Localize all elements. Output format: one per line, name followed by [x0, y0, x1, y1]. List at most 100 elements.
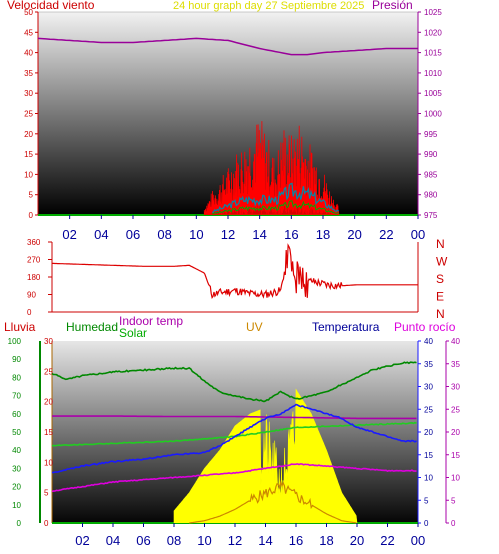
pressure-y-tick: 990 — [424, 150, 438, 159]
temp-x-tick: 10 — [197, 533, 211, 548]
solar-label: Solar — [119, 326, 147, 340]
indoor-temp-label: Indoor temp — [119, 314, 183, 328]
dew-y-tick: 0 — [451, 519, 456, 528]
dew-point-label: Punto rocío — [394, 320, 456, 334]
dew-y-tick: 25 — [451, 405, 460, 414]
temp-x-tick: 14 — [258, 533, 272, 548]
pressure-y-tick: 1010 — [424, 69, 442, 78]
wind-x-tick: 12 — [221, 227, 235, 242]
dew-y-tick: 15 — [451, 451, 460, 460]
wind-y-tick: 20 — [24, 130, 33, 139]
temp-x-tick: 20 — [350, 533, 364, 548]
temp-x-tick: 04 — [106, 533, 120, 548]
wind-y-tick: 40 — [24, 49, 33, 58]
direction-compass-letter: W — [436, 255, 448, 269]
temperature-label: Temperatura — [312, 320, 380, 334]
temp-x-tick: 06 — [136, 533, 150, 548]
temp-humidity-panel: Lluvia Humedad Indoor temp Solar UV Temp… — [4, 314, 460, 548]
solar-y-tick: 30 — [44, 337, 53, 346]
wind-average-series — [212, 182, 340, 213]
direction-compass-letter: N — [436, 237, 445, 251]
uv-series — [189, 479, 357, 524]
wind-y-tick: 25 — [24, 110, 33, 119]
rain-y-tick: 30 — [12, 464, 21, 473]
dew-y-tick: 20 — [451, 428, 460, 437]
rain-y-tick: 50 — [12, 428, 21, 437]
solar-y-tick: 20 — [44, 398, 53, 407]
indoor-temp-series — [52, 415, 417, 420]
temp-y-tick: 15 — [424, 451, 433, 460]
direction-y-tick: 0 — [27, 308, 32, 317]
temp-y-tick: 40 — [424, 337, 433, 346]
wind-x-tick: 10 — [189, 227, 203, 242]
chart-title: 24 hour graph day 27 Septiembre 2025 — [173, 0, 364, 12]
solar-y-tick: 25 — [44, 367, 53, 376]
rain-y-tick: 0 — [17, 519, 22, 528]
wind-y-tick: 10 — [24, 170, 33, 179]
pressure-axis-label: Presión — [372, 0, 413, 12]
wind-low-series — [212, 200, 339, 215]
rain-y-tick: 80 — [12, 373, 21, 382]
humidity-axis-label: Humedad — [66, 320, 118, 334]
rain-y-tick: 70 — [12, 392, 21, 401]
temp-x-tick: 16 — [289, 533, 303, 548]
uv-label: UV — [246, 320, 263, 334]
direction-y-tick: 90 — [27, 291, 36, 300]
solar-y-tick: 5 — [44, 489, 49, 498]
temp-x-tick: 08 — [167, 533, 181, 548]
dew-y-tick: 5 — [451, 496, 456, 505]
wind-pressure-panel: Velocidad viento 24 hour graph day 27 Se… — [7, 0, 442, 242]
pressure-y-tick: 975 — [424, 211, 438, 220]
rain-y-tick: 20 — [12, 483, 21, 492]
direction-compass-letter: N — [436, 307, 445, 321]
direction-y-tick: 180 — [27, 273, 41, 282]
wind-x-tick: 16 — [284, 227, 298, 242]
pressure-y-tick: 980 — [424, 191, 438, 200]
temp-x-tick: 00 — [411, 533, 425, 548]
solar-y-tick: 10 — [44, 458, 53, 467]
pressure-y-tick: 1025 — [424, 8, 442, 17]
rain-y-tick: 90 — [12, 355, 21, 364]
wind-y-tick: 5 — [29, 191, 34, 200]
wind-x-tick: 02 — [62, 227, 76, 242]
rain-y-tick: 10 — [12, 501, 21, 510]
dew-y-tick: 35 — [451, 360, 460, 369]
wind-x-tick: 04 — [94, 227, 108, 242]
dew-y-tick: 30 — [451, 383, 460, 392]
temp-x-tick: 02 — [75, 533, 89, 548]
pressure-y-tick: 995 — [424, 130, 438, 139]
wind-x-tick: 14 — [252, 227, 266, 242]
direction-plot-area — [52, 242, 418, 312]
wind-x-tick: 18 — [316, 227, 330, 242]
wind-y-tick: 30 — [24, 89, 33, 98]
temp-y-tick: 30 — [424, 383, 433, 392]
temp-y-tick: 25 — [424, 405, 433, 414]
wind-y-tick: 50 — [24, 8, 33, 17]
temp-y-tick: 35 — [424, 360, 433, 369]
dew-y-tick: 10 — [451, 474, 460, 483]
wind-axis-label: Velocidad viento — [7, 0, 95, 12]
pressure-line — [37, 37, 418, 56]
rain-y-tick: 100 — [8, 337, 22, 346]
temperature-series — [51, 403, 417, 474]
wind-x-tick: 00 — [411, 227, 425, 242]
temp-y-tick: 5 — [424, 496, 429, 505]
wind-y-tick: 45 — [24, 28, 33, 37]
temp-y-tick: 0 — [424, 519, 429, 528]
wind-x-tick: 22 — [379, 227, 393, 242]
wind-x-tick: 08 — [157, 227, 171, 242]
pressure-y-tick: 1005 — [424, 89, 442, 98]
rain-axis-label: Lluvia — [4, 320, 36, 334]
wind-direction-series — [52, 243, 418, 300]
pressure-y-tick: 1000 — [424, 110, 442, 119]
direction-y-tick: 270 — [27, 256, 41, 265]
rain-y-tick: 40 — [12, 446, 21, 455]
direction-compass-letter: E — [436, 290, 444, 304]
temp-x-tick: 22 — [380, 533, 394, 548]
solar-y-tick: 0 — [44, 519, 49, 528]
wind-y-tick: 0 — [29, 211, 34, 220]
pressure-y-tick: 1020 — [424, 28, 442, 37]
temp-x-tick: 18 — [319, 533, 333, 548]
humidity-series — [51, 361, 417, 403]
